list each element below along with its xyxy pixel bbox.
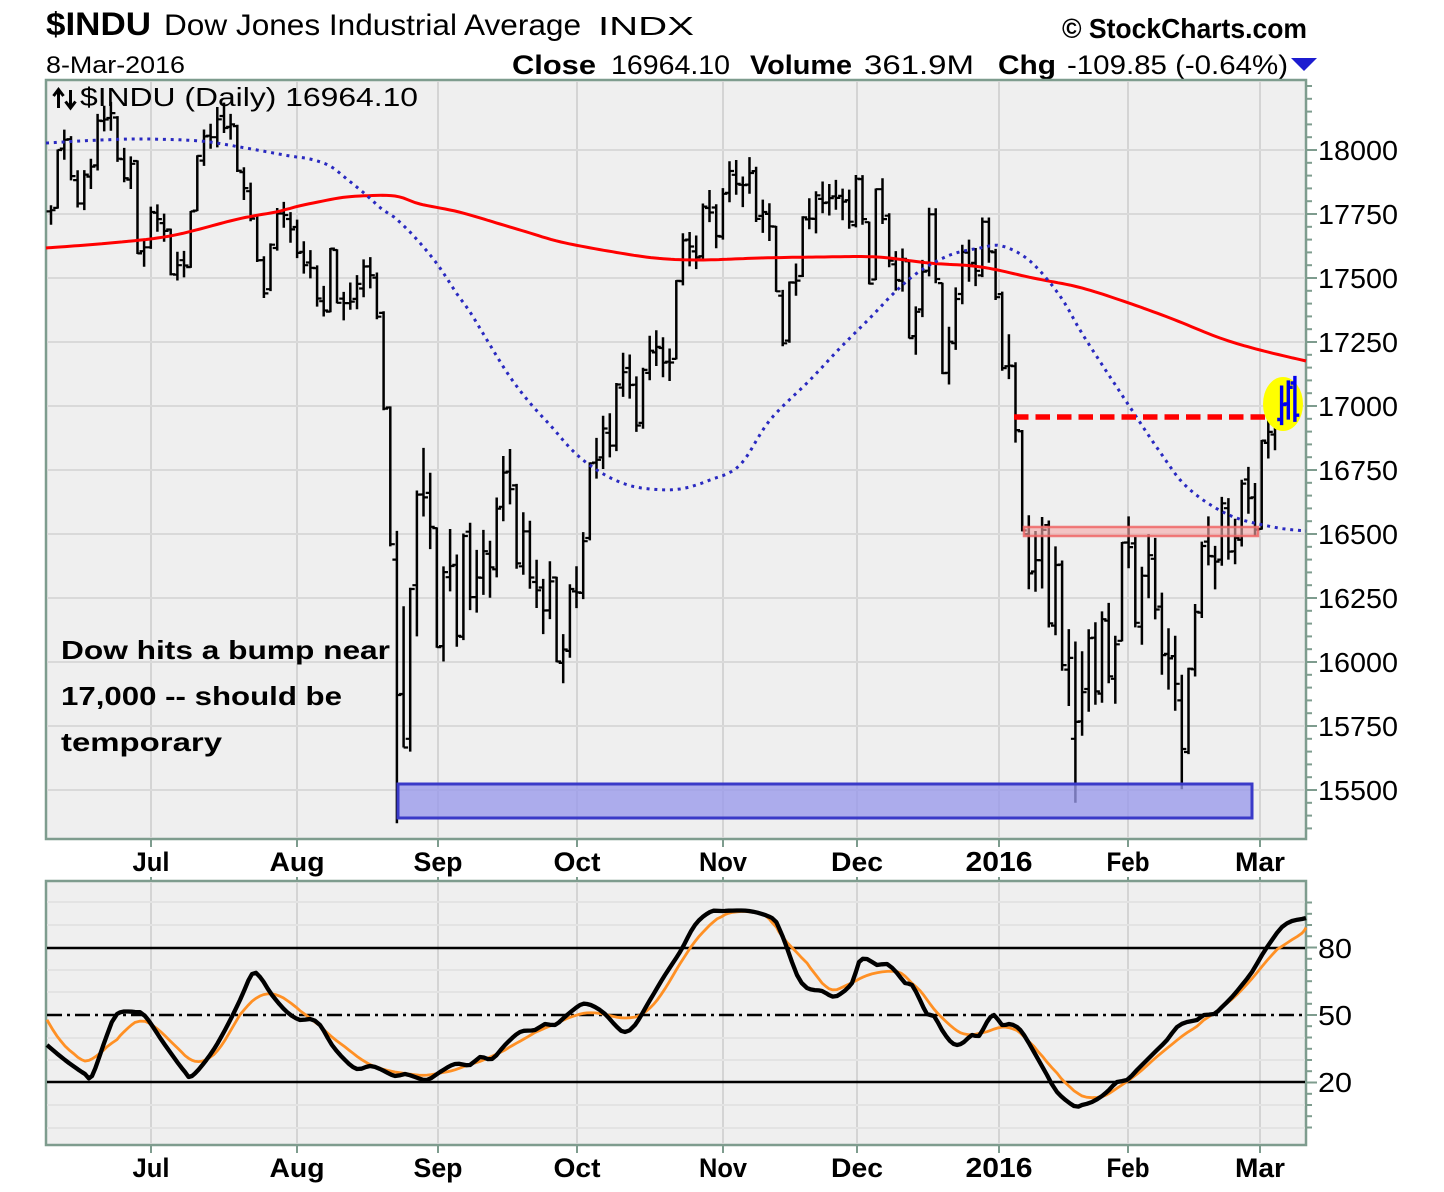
svg-text:Jul: Jul xyxy=(133,847,170,877)
svg-text:50: 50 xyxy=(1318,1000,1352,1031)
svg-text:16964.10: 16964.10 xyxy=(611,50,730,80)
svg-text:Aug: Aug xyxy=(270,1153,325,1183)
svg-text:Nov: Nov xyxy=(699,1153,747,1183)
svg-text:temporary: temporary xyxy=(61,727,223,757)
svg-text:16250: 16250 xyxy=(1318,583,1398,614)
svg-text:$INDU (Daily) 16964.10: $INDU (Daily) 16964.10 xyxy=(80,82,418,112)
svg-text:Dec: Dec xyxy=(831,847,883,877)
svg-text:17500: 17500 xyxy=(1318,263,1398,294)
svg-text:16750: 16750 xyxy=(1318,455,1398,486)
svg-text:20: 20 xyxy=(1318,1067,1352,1098)
svg-text:Mar: Mar xyxy=(1235,1153,1286,1183)
svg-text:-109.85 (-0.64%): -109.85 (-0.64%) xyxy=(1067,50,1288,80)
svg-text:17,000 -- should be: 17,000 -- should be xyxy=(61,681,342,711)
svg-text:Volume: Volume xyxy=(750,50,852,80)
svg-text:Close: Close xyxy=(512,50,596,80)
svg-text:Chg: Chg xyxy=(998,50,1056,80)
svg-text:Oct: Oct xyxy=(554,1153,601,1183)
svg-text:2016: 2016 xyxy=(966,1152,1033,1183)
svg-text:INDX: INDX xyxy=(598,11,694,41)
svg-text:Mar: Mar xyxy=(1235,847,1286,877)
svg-text:17000: 17000 xyxy=(1318,391,1398,422)
svg-text:2016: 2016 xyxy=(966,846,1033,877)
svg-text:16500: 16500 xyxy=(1318,519,1398,550)
svg-text:Feb: Feb xyxy=(1107,847,1150,877)
svg-text:Dow hits a bump near: Dow hits a bump near xyxy=(61,635,390,665)
svg-text:80: 80 xyxy=(1318,933,1352,964)
svg-text:Aug: Aug xyxy=(270,847,325,877)
svg-text:17750: 17750 xyxy=(1318,199,1398,230)
svg-text:Dec: Dec xyxy=(831,1153,883,1183)
svg-text:Dow Jones Industrial Average: Dow Jones Industrial Average xyxy=(164,9,581,42)
svg-text:$INDU: $INDU xyxy=(46,6,151,42)
svg-text:Jul: Jul xyxy=(133,1153,170,1183)
svg-text:© StockCharts.com: © StockCharts.com xyxy=(1062,13,1307,44)
svg-text:15500: 15500 xyxy=(1318,775,1398,806)
svg-text:361.9M: 361.9M xyxy=(864,50,974,80)
svg-text:8-Mar-2016: 8-Mar-2016 xyxy=(46,52,185,79)
svg-text:17250: 17250 xyxy=(1318,327,1398,358)
svg-text:16000: 16000 xyxy=(1318,647,1398,678)
svg-text:Sep: Sep xyxy=(414,1153,463,1183)
svg-text:Feb: Feb xyxy=(1107,1153,1150,1183)
svg-text:15750: 15750 xyxy=(1318,711,1398,742)
svg-text:Oct: Oct xyxy=(554,847,601,877)
svg-text:18000: 18000 xyxy=(1318,135,1398,166)
svg-text:Sep: Sep xyxy=(414,847,463,877)
svg-text:Nov: Nov xyxy=(699,847,747,877)
